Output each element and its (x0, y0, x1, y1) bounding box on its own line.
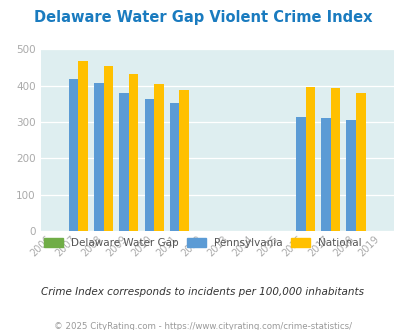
Bar (69, 79, 78, 231)
Bar (169, 103, 179, 231)
Bar (305, 87, 314, 231)
Legend: Delaware Water Gap, Pennsylvania, National: Delaware Water Gap, Pennsylvania, Nation… (40, 234, 365, 252)
Bar (330, 88, 339, 231)
Bar (144, 98, 154, 231)
Bar (320, 118, 330, 231)
Bar (103, 66, 113, 231)
Text: Delaware Water Gap Violent Crime Index: Delaware Water Gap Violent Crime Index (34, 10, 371, 25)
Bar (295, 116, 305, 231)
Bar (179, 90, 188, 231)
Bar (355, 93, 364, 231)
Bar (119, 93, 129, 231)
Text: Crime Index corresponds to incidents per 100,000 inhabitants: Crime Index corresponds to incidents per… (41, 287, 364, 297)
Bar (78, 61, 88, 231)
Bar (154, 84, 163, 231)
Bar (94, 83, 103, 231)
Bar (345, 120, 355, 231)
Text: © 2025 CityRating.com - https://www.cityrating.com/crime-statistics/: © 2025 CityRating.com - https://www.city… (54, 322, 351, 330)
Bar (129, 74, 138, 231)
